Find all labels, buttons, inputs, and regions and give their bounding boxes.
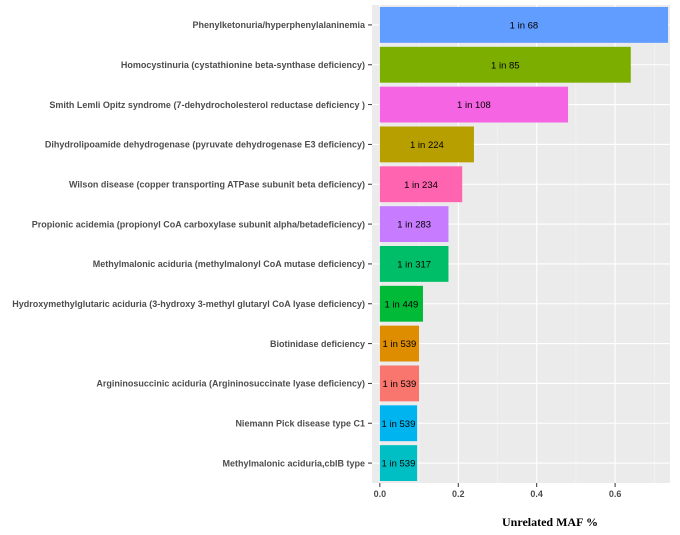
bar (379, 206, 449, 243)
bar (379, 46, 631, 83)
category-label: Niemann Pick disease type C1 (235, 419, 365, 429)
bar (379, 405, 418, 442)
bar-data-label: 1 in 283 (397, 220, 431, 231)
category-label: Methylmalonic aciduria,cblB type (222, 458, 365, 468)
bar (379, 86, 569, 123)
bar (379, 325, 420, 362)
bar (379, 166, 463, 203)
x-axis-title: Unrelated MAF % (502, 515, 598, 529)
category-label: Phenylketonuria/hyperphenylalaninemia (192, 20, 366, 30)
bar-data-label: 1 in 234 (404, 180, 438, 191)
x-tick-label: 0.4 (530, 489, 543, 499)
category-label: Propionic acidemia (propionyl CoA carbox… (32, 219, 365, 229)
bar (379, 245, 449, 282)
bar (379, 365, 420, 402)
bar-data-label: 1 in 108 (457, 100, 491, 111)
category-label: Methylmalonic aciduria (methylmalonyl Co… (93, 259, 365, 269)
category-label: Smith Lemli Opitz syndrome (7-dehydrocho… (49, 100, 365, 110)
bar (379, 126, 474, 163)
category-label: Argininosuccinic aciduria (Argininosucci… (96, 379, 365, 389)
category-label: Dihydrolipoamide dehydrogenase (pyruvate… (45, 140, 365, 150)
plot-panel (372, 5, 670, 483)
x-tick-label: 0.6 (609, 489, 622, 499)
bar-data-label: 1 in 539 (383, 339, 417, 350)
x-tick-label: 0.2 (452, 489, 465, 499)
category-label: Biotinidase deficiency (270, 339, 365, 349)
category-label: Hydroxymethylglutaric aciduria (3-hydrox… (12, 299, 365, 309)
bar (379, 6, 669, 43)
bar-data-label: 1 in 449 (385, 299, 419, 310)
bar (379, 445, 418, 482)
bar-data-label: 1 in 68 (510, 20, 539, 31)
bars: 1 in 68 1 in 85 1 in 108 1 in 224 1 in 234 1 … (379, 6, 669, 482)
x-tick-label: 0.0 (374, 489, 387, 499)
bar-data-label: 1 in 85 (491, 60, 520, 71)
bar-data-label: 1 in 317 (397, 259, 431, 270)
bar-data-label: 1 in 539 (382, 459, 416, 470)
category-labels: Phenylketonuria/hyperphenylalaninemia Hom… (12, 20, 372, 468)
bar-data-label: 1 in 539 (383, 379, 417, 390)
bar (379, 285, 423, 322)
category-label: Homocystinuria (cystathionine beta-synth… (121, 60, 365, 70)
bar-data-label: 1 in 224 (410, 140, 444, 151)
bar-data-label: 1 in 539 (382, 419, 416, 430)
x-ticks: 0.0 0.2 0.4 0.6 (374, 483, 622, 499)
category-label: Wilson disease (copper transporting ATPa… (69, 180, 365, 190)
